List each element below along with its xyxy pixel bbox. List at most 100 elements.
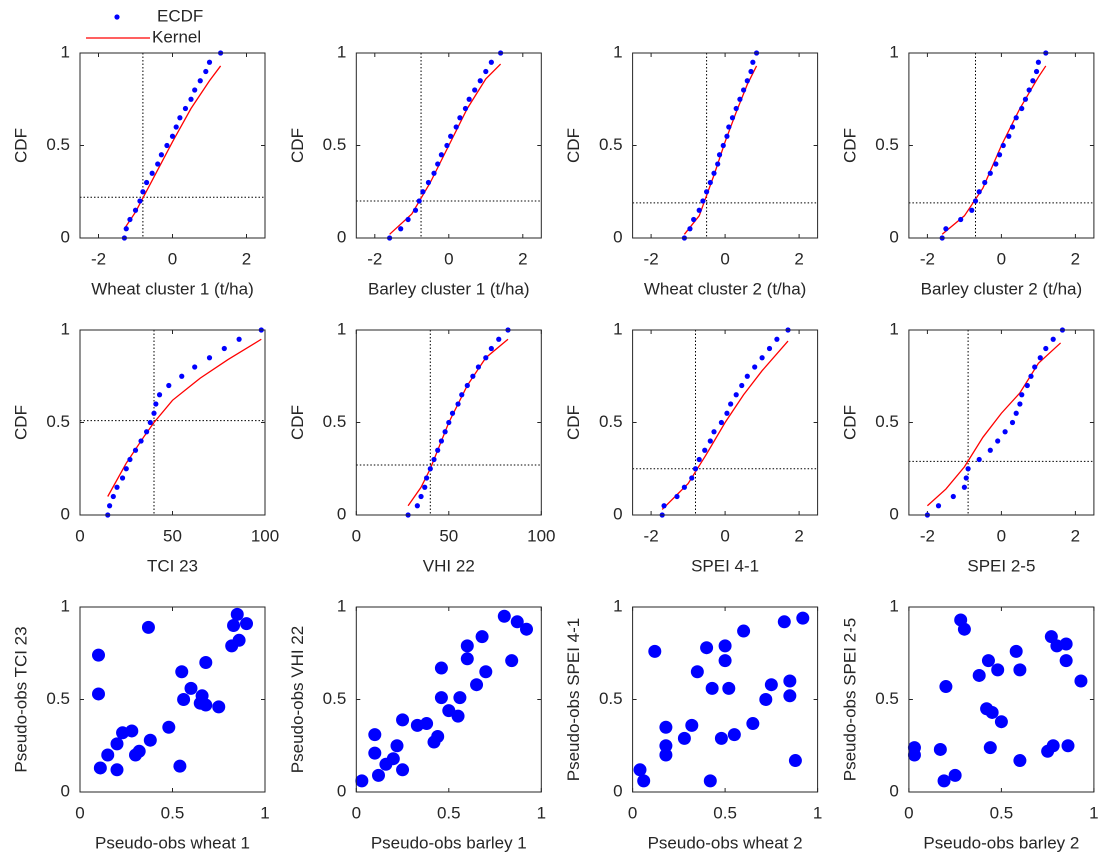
scatter-point: [143, 733, 157, 747]
ecdf-point: [177, 115, 183, 121]
y-tick-label: 0.5: [599, 135, 623, 154]
x-axis-label: Wheat cluster 1 (t/ha): [91, 279, 254, 298]
ecdf-point: [203, 68, 209, 75]
y-tick-label: 0.5: [875, 689, 899, 708]
x-axis-label: Pseudo-obs barley 1: [371, 833, 527, 852]
ecdf-point: [416, 198, 422, 204]
y-axis-label: Pseudo-obs VHI 22: [288, 626, 307, 773]
ecdf-point: [943, 226, 949, 232]
ecdf-point: [744, 78, 750, 84]
ecdf-point: [119, 475, 126, 481]
axes-box: [79, 329, 266, 516]
ecdf-point: [462, 105, 469, 112]
scatter-point: [396, 763, 410, 777]
ecdf-point: [963, 475, 969, 481]
legend-label: Kernel: [152, 27, 201, 46]
scatter-point: [1059, 654, 1073, 668]
ecdf-point: [692, 466, 699, 472]
ecdf-point: [427, 466, 433, 472]
scatter-point: [355, 774, 369, 788]
scatter-point: [907, 741, 921, 755]
x-axis-label: Pseudo-obs wheat 2: [648, 833, 803, 852]
y-tick-label: 1: [337, 319, 346, 338]
y-tick-label: 1: [613, 596, 622, 615]
y-axis-label: CDF: [840, 128, 859, 163]
scatter-point: [659, 720, 673, 734]
scatter-point: [368, 746, 382, 760]
y-axis-label: Pseudo-obs TCI 23: [11, 626, 30, 772]
scatter-point: [746, 717, 760, 731]
ecdf-point: [132, 207, 139, 213]
scatter-point: [991, 663, 1005, 677]
ecdf-point: [759, 355, 765, 361]
y-tick-label: 1: [61, 42, 70, 61]
ecdf-point: [412, 207, 419, 213]
ecdf-point: [689, 475, 695, 481]
ecdf-point: [1019, 105, 1025, 112]
scatter-point: [727, 728, 741, 742]
ecdf-point: [1050, 336, 1056, 342]
x-tick-label: 2: [518, 249, 527, 268]
ecdf-point: [1022, 96, 1029, 102]
ecdf-point: [1013, 115, 1019, 121]
ecdf-point: [716, 152, 723, 158]
scatter-point: [396, 713, 410, 727]
x-tick-label: 0: [75, 526, 84, 545]
ecdf-point: [166, 382, 172, 389]
ecdf-point: [123, 226, 129, 232]
ecdf-point: [702, 447, 708, 453]
y-tick-label: 0: [61, 504, 70, 523]
scatter-point: [92, 687, 105, 701]
ecdf-point: [147, 419, 153, 426]
ecdf-point: [192, 364, 198, 370]
y-tick-label: 0.5: [46, 135, 70, 154]
axes-box: [632, 606, 819, 793]
axes-box: [355, 52, 542, 239]
ecdf-point: [1006, 133, 1012, 139]
y-tick-label: 0: [613, 504, 622, 523]
ecdf-point: [153, 401, 159, 407]
scatter-point: [700, 641, 714, 655]
ecdf-point: [197, 78, 203, 84]
ecdf-point: [750, 59, 756, 65]
scatter-point: [1046, 739, 1060, 753]
x-tick-label: 1: [1089, 803, 1098, 822]
scatter-point: [390, 739, 404, 753]
ecdf-point: [728, 401, 734, 407]
ecdf-point: [696, 456, 702, 463]
ecdf-point: [729, 115, 736, 121]
ecdf-point: [169, 133, 176, 139]
y-tick-label: 0: [613, 227, 622, 246]
scatter-point: [937, 774, 951, 788]
scatter-point: [764, 678, 778, 692]
scatter-point: [933, 742, 947, 756]
ecdf-point: [418, 493, 424, 500]
scatter-point: [985, 705, 999, 719]
y-tick-label: 0.5: [875, 135, 899, 154]
ecdf-point: [455, 401, 461, 407]
ecdf-point: [741, 87, 747, 93]
x-tick-label: 2: [794, 249, 803, 268]
x-tick-label: 0: [720, 526, 729, 545]
scatter-point: [141, 620, 155, 634]
ecdf-point: [726, 124, 732, 130]
x-tick-label: -2: [644, 526, 659, 545]
ecdf-point: [453, 124, 459, 130]
ecdf-point: [236, 336, 242, 342]
y-tick-label: 1: [889, 42, 898, 61]
ecdf-point: [1028, 373, 1034, 379]
ecdf-point: [733, 105, 739, 112]
ecdf-point: [1033, 68, 1040, 75]
ecdf-point: [1002, 429, 1008, 435]
x-tick-label: 0.5: [990, 803, 1014, 822]
ecdf-point: [700, 198, 706, 204]
ecdf-point: [691, 216, 697, 223]
axes-box: [908, 52, 1095, 239]
ecdf-point: [137, 198, 143, 204]
scatter-point: [1013, 754, 1027, 768]
scatter-point: [690, 665, 704, 679]
x-tick-label: 100: [527, 526, 555, 545]
ecdf-point: [969, 207, 975, 213]
y-axis-label: Pseudo-obs SPEI 4-1: [564, 618, 583, 781]
ecdf-point: [739, 382, 745, 389]
